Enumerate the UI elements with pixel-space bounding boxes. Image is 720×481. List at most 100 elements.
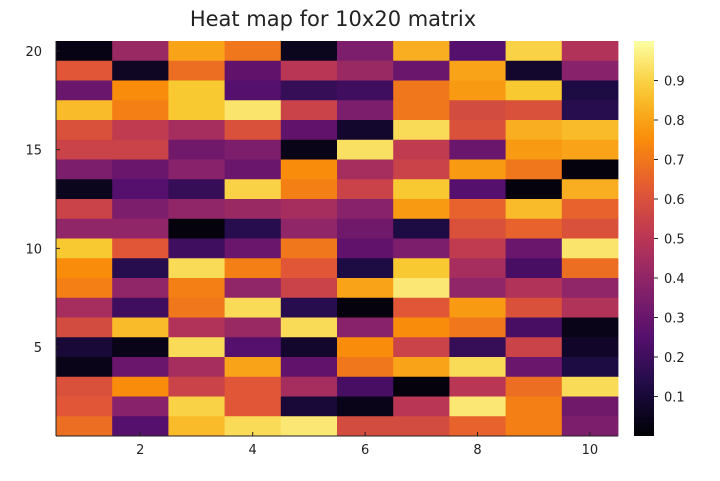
heatmap-cell (280, 139, 338, 160)
heatmap-cell (168, 120, 225, 141)
heatmap-cell (449, 396, 506, 417)
heatmap-cell (561, 60, 619, 81)
heatmap-cell (112, 376, 169, 397)
heatmap-cell (393, 80, 450, 101)
heatmap-cell (337, 60, 394, 81)
heatmap-cell (393, 179, 450, 200)
heatmap-cell (112, 60, 169, 81)
heatmap-cells (56, 41, 619, 437)
heatmap-cell (280, 337, 338, 358)
heatmap-cell (337, 297, 394, 318)
heatmap-cell (505, 199, 563, 220)
heatmap-cell (505, 218, 563, 239)
heatmap-cell (561, 337, 619, 358)
heatmap-cell (168, 297, 225, 318)
heatmap-cell (224, 199, 282, 220)
heatmap-cell (56, 159, 113, 180)
heatmap-cell (337, 258, 394, 279)
heatmap-cell (224, 60, 282, 81)
heatmap-cell (168, 41, 225, 62)
heatmap-cell (280, 120, 338, 141)
heatmap-cell (168, 218, 225, 239)
heatmap-cell (337, 238, 394, 259)
heatmap-cell (561, 80, 619, 101)
heatmap-cell (224, 179, 282, 200)
heatmap-cell (393, 376, 450, 397)
heatmap-cell (561, 396, 619, 417)
heatmap-cell (393, 199, 450, 220)
heatmap-cell (112, 416, 169, 437)
heatmap-cell (337, 376, 394, 397)
heatmap-cell (561, 278, 619, 299)
heatmap-cell (56, 60, 113, 81)
heatmap-cell (56, 416, 113, 437)
heatmap-cell (56, 199, 113, 220)
heatmap-cell (337, 337, 394, 358)
heatmap-cell (280, 60, 338, 81)
heatmap-cell (224, 218, 282, 239)
colorbar: 0.1 0.2 0.3 0.4 0.5 0.6 0.7 0.8 0.9 (634, 41, 685, 436)
heatmap-cell (224, 416, 282, 437)
colorbar-tick-label: 0.2 (664, 351, 685, 366)
heatmap-cell (56, 396, 113, 417)
heatmap-cell (505, 60, 563, 81)
heatmap-cell (168, 159, 225, 180)
heatmap-cell (168, 278, 225, 299)
heatmap-cell (561, 317, 619, 338)
heatmap-cell (224, 238, 282, 259)
heatmap-cell (168, 60, 225, 81)
heatmap-cell (505, 258, 563, 279)
heatmap-cell (168, 238, 225, 259)
heatmap-cell (449, 60, 506, 81)
heatmap-cell (56, 357, 113, 378)
heatmap-cell (505, 100, 563, 121)
heatmap-cell (112, 238, 169, 259)
heatmap-cell (449, 297, 506, 318)
heatmap-cell (505, 357, 563, 378)
heatmap-cell (56, 179, 113, 200)
heatmap-cell (337, 396, 394, 417)
heatmap-cell (337, 100, 394, 121)
heatmap-cell (505, 139, 563, 160)
heatmap-cell (561, 357, 619, 378)
heatmap-cell (280, 218, 338, 239)
heatmap-cell (561, 139, 619, 160)
colorbar-tick-label: 0.5 (664, 233, 685, 248)
heatmap-cell (505, 80, 563, 101)
heatmap-cell (449, 120, 506, 141)
heatmap-cell (168, 337, 225, 358)
y-tick-label: 10 (25, 242, 42, 257)
heatmap-cell (56, 100, 113, 121)
heatmap-cell (449, 317, 506, 338)
heatmap-cell (505, 278, 563, 299)
heatmap-cell (112, 278, 169, 299)
heatmap-cell (449, 80, 506, 101)
heatmap-cell (280, 41, 338, 62)
heatmap-cell (561, 199, 619, 220)
heatmap-cell (449, 199, 506, 220)
heatmap-cell (56, 317, 113, 338)
colorbar-tick-label: 0.1 (664, 391, 685, 406)
heatmap-cell (168, 100, 225, 121)
heatmap-cell (505, 376, 563, 397)
heatmap-cell (449, 376, 506, 397)
heatmap-cell (56, 258, 113, 279)
heatmap-cell (224, 159, 282, 180)
heatmap-cell (393, 416, 450, 437)
colorbar-tick-label: 0.3 (664, 312, 685, 327)
heatmap-cell (337, 199, 394, 220)
x-tick-label: 10 (582, 443, 599, 458)
heatmap-cell (337, 179, 394, 200)
colorbar-tick-label: 0.6 (664, 193, 685, 208)
heatmap-cell (280, 376, 338, 397)
heatmap-cell (280, 159, 338, 180)
heatmap-cell (561, 218, 619, 239)
x-tick-label: 2 (136, 443, 144, 458)
heatmap-cell (337, 218, 394, 239)
heatmap-cell (56, 120, 113, 141)
heatmap-cell (337, 159, 394, 180)
heatmap-cell (112, 357, 169, 378)
x-tick-label: 8 (473, 443, 481, 458)
heatmap-cell (561, 258, 619, 279)
heatmap-cell (224, 41, 282, 62)
